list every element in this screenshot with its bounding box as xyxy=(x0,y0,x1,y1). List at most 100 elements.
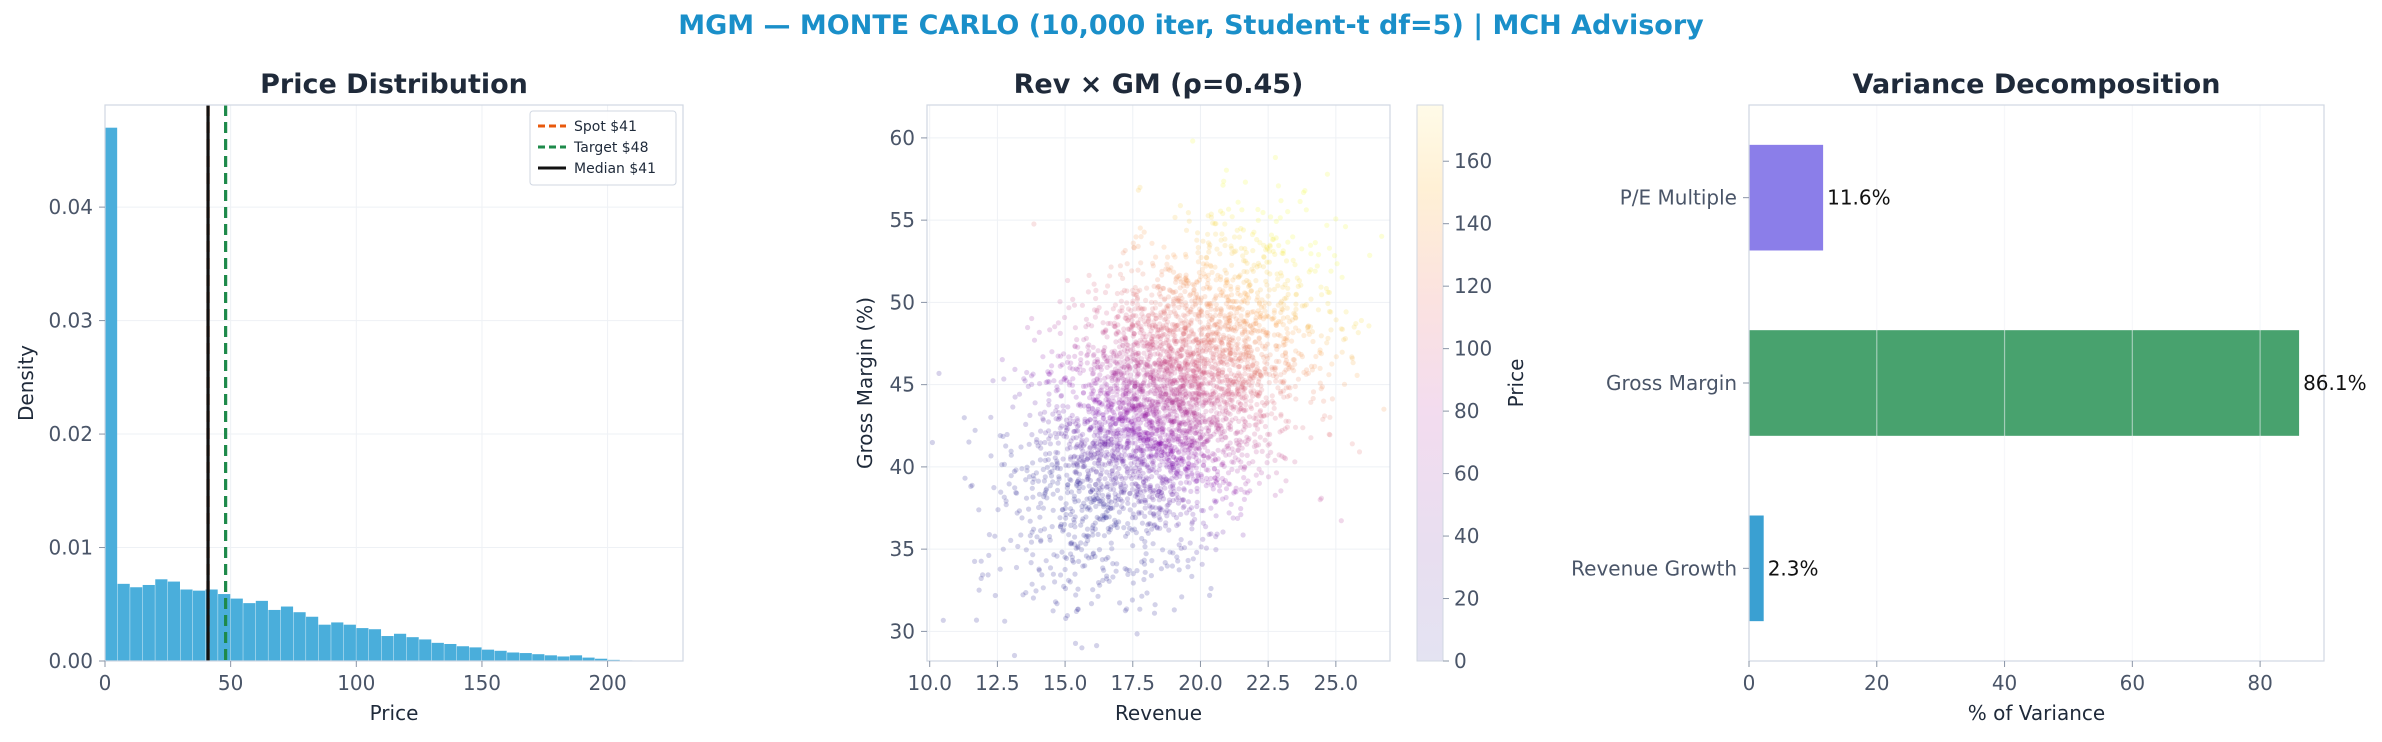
scatter-point xyxy=(1202,370,1208,376)
scatter-point xyxy=(1086,555,1092,561)
scatter-point xyxy=(1243,344,1249,350)
scatter-point xyxy=(1188,350,1194,356)
scatter-point xyxy=(1105,429,1112,435)
scatter-point xyxy=(1182,406,1188,412)
legend-entry: Target $48 xyxy=(573,140,648,156)
scatter-point xyxy=(1157,443,1163,449)
scatter-point xyxy=(1116,400,1122,406)
scatter-point xyxy=(1162,485,1168,491)
scatter-point xyxy=(1091,397,1097,403)
scatter-point xyxy=(1061,351,1067,357)
scatter-point xyxy=(1113,421,1119,427)
scatter-point xyxy=(1248,388,1254,395)
scatter-point xyxy=(1161,310,1167,316)
scatter-point xyxy=(1211,338,1217,344)
scatter-point xyxy=(1033,470,1039,476)
scatter-point xyxy=(1096,425,1103,431)
scatter-point xyxy=(1204,332,1210,338)
scatter-point xyxy=(1114,290,1120,297)
scatter-point xyxy=(1171,378,1177,384)
scatter-point xyxy=(1174,554,1180,560)
scatter-point xyxy=(1194,406,1200,412)
scatter-point xyxy=(1073,469,1079,475)
scatter-point xyxy=(1146,399,1152,405)
scatter-point xyxy=(1142,544,1148,550)
scatter-point xyxy=(1159,429,1165,435)
scatter-point xyxy=(1094,376,1100,382)
scatter-point xyxy=(1146,454,1152,460)
scatter-point xyxy=(1172,327,1178,333)
scatter-point xyxy=(1185,322,1192,328)
scatter-point xyxy=(1251,375,1257,381)
scatter-point xyxy=(1158,342,1164,348)
scatter-point xyxy=(1137,305,1143,311)
scatter-point xyxy=(1168,460,1175,466)
scatter-point xyxy=(1261,327,1267,333)
scatter-point xyxy=(1112,383,1118,389)
scatter-point xyxy=(1094,356,1100,362)
scatter-point xyxy=(1113,457,1119,464)
scatter-point xyxy=(1242,378,1248,384)
scatter-point xyxy=(1069,508,1076,514)
scatter-point xyxy=(1108,421,1114,428)
scatter-point xyxy=(1170,497,1176,504)
scatter-point xyxy=(1092,359,1098,365)
scatter-point xyxy=(1325,300,1331,307)
scatter-point xyxy=(1259,400,1265,406)
scatter-point xyxy=(1094,376,1100,382)
scatter-point xyxy=(1071,460,1077,466)
scatter-point xyxy=(1137,489,1143,495)
scatter-point xyxy=(986,532,993,538)
scatter-point xyxy=(1199,419,1205,425)
scatter-point xyxy=(1124,384,1130,390)
scatter-point xyxy=(1153,323,1159,329)
scatter-point xyxy=(1165,432,1171,438)
scatter-point xyxy=(1209,329,1215,335)
scatter-point xyxy=(1287,385,1293,391)
scatter-point xyxy=(1042,457,1048,463)
scatter-point xyxy=(1130,403,1136,409)
scatter-point xyxy=(1180,399,1186,405)
scatter-point xyxy=(1090,370,1096,376)
scatter-point xyxy=(1206,340,1212,346)
scatter-point xyxy=(1192,416,1198,422)
scatter-point xyxy=(1151,385,1158,391)
histogram-bar xyxy=(368,629,382,661)
scatter-point xyxy=(1144,462,1150,468)
scatter-point xyxy=(1108,524,1114,530)
scatter-point xyxy=(1153,315,1159,321)
scatter-point xyxy=(1044,464,1050,470)
scatter-point xyxy=(1140,334,1146,340)
scatter-point xyxy=(1200,380,1206,386)
scatter-point xyxy=(1233,248,1239,254)
scatter-point xyxy=(1124,567,1130,573)
scatter-point xyxy=(1171,252,1177,258)
scatter-point xyxy=(1168,386,1174,393)
scatter-point xyxy=(1213,498,1219,504)
scatter-point xyxy=(1151,411,1157,417)
scatter-point xyxy=(1191,410,1197,416)
scatter-point xyxy=(1134,462,1140,468)
scatter-point xyxy=(1202,294,1208,300)
scatter-point xyxy=(1163,437,1169,443)
scatter-point xyxy=(1228,397,1234,403)
scatter-point xyxy=(1214,410,1220,416)
scatter-point xyxy=(1241,407,1247,413)
scatter-point xyxy=(1257,408,1264,414)
scatter-point xyxy=(1145,396,1151,402)
scatter-point xyxy=(1137,428,1144,434)
scatter-point xyxy=(1214,334,1221,340)
scatter-point xyxy=(1244,346,1250,352)
scatter-point xyxy=(1128,387,1134,393)
scatter-point xyxy=(1135,267,1141,273)
scatter-point xyxy=(1211,466,1217,472)
scatter-point xyxy=(1165,334,1171,340)
scatter-point xyxy=(1263,395,1269,401)
scatter-point xyxy=(1174,470,1180,476)
scatter-point xyxy=(1121,334,1127,340)
scatter-point xyxy=(1124,396,1130,402)
scatter-point xyxy=(1189,352,1195,358)
scatter-point xyxy=(1087,427,1093,433)
scatter-point xyxy=(1219,437,1225,443)
scatter-point xyxy=(1129,425,1135,431)
